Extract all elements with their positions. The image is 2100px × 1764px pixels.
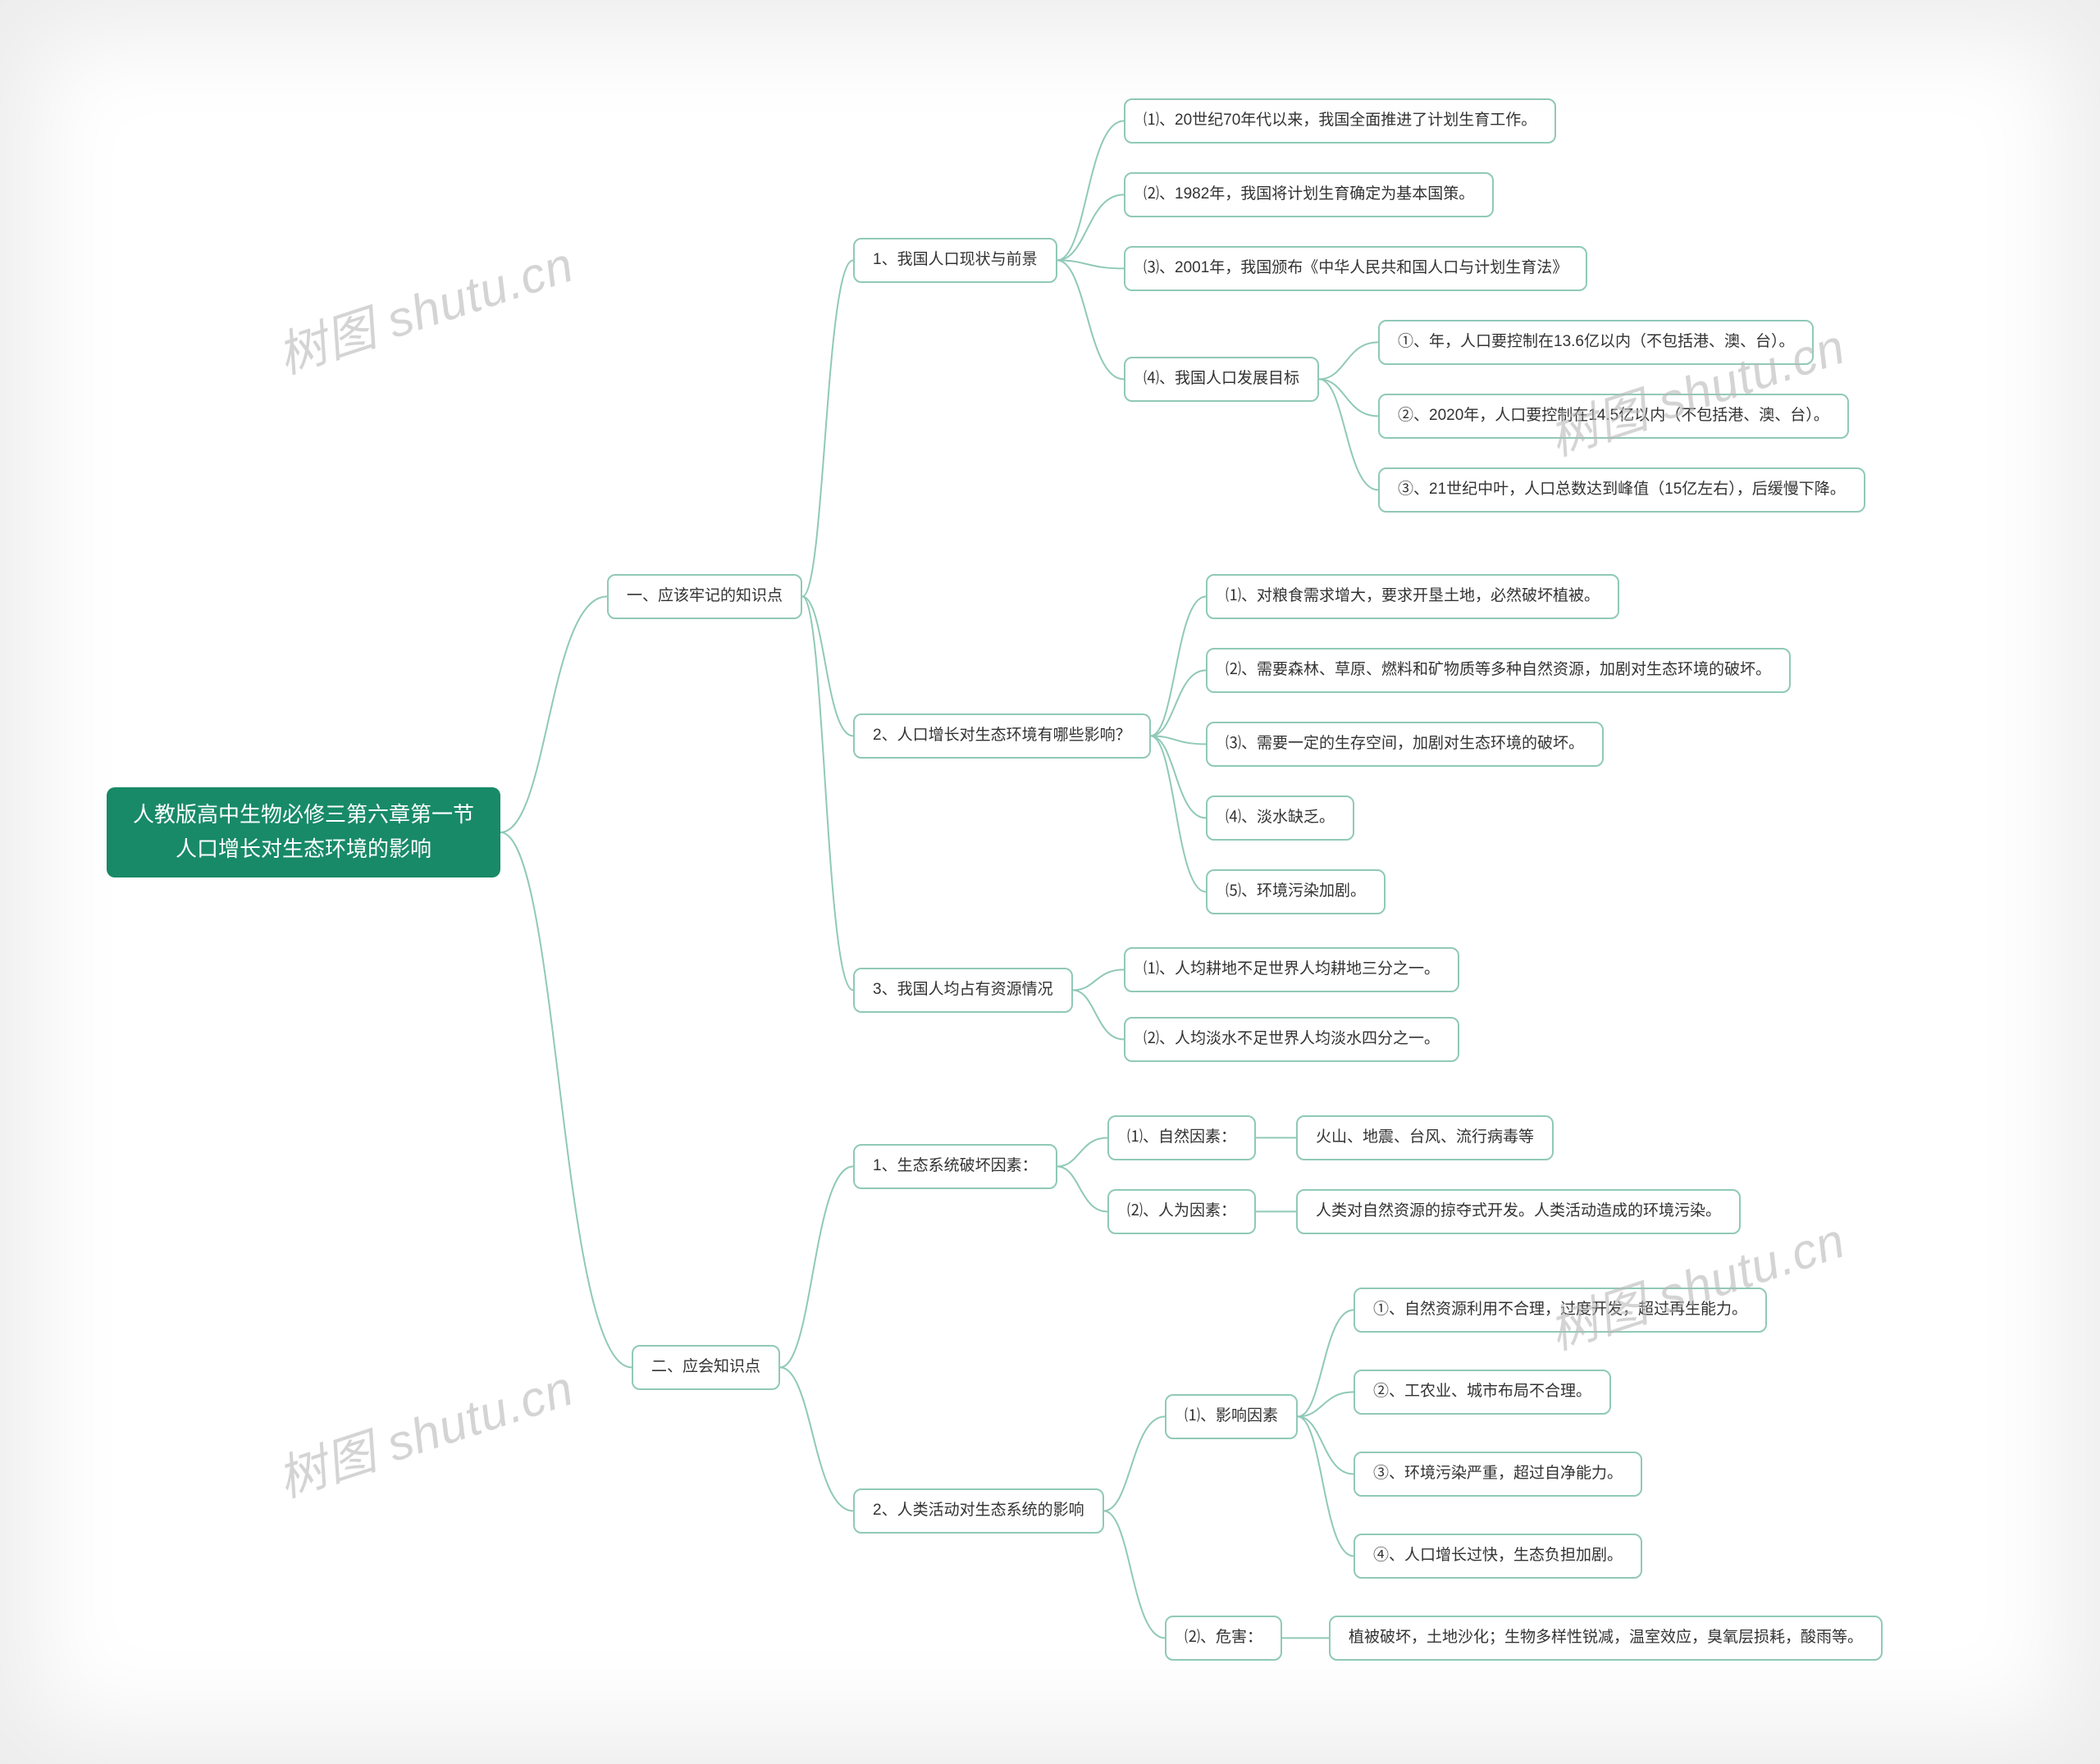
root-node: 人教版高中生物必修三第六章第一节 人口增长对生态环境的影响 (107, 787, 500, 877)
leaf-2-1-2-1: 人类对自然资源的掠夺式开发。人类活动造成的环境污染。 (1296, 1189, 1741, 1234)
leaf-2-2-1-1: ①、自然资源利用不合理，过度开发，超过再生能力。 (1354, 1288, 1767, 1333)
branch-1-1-4: ⑷、我国人口发展目标 (1124, 357, 1319, 402)
root-line2: 人口增长对生态环境的影响 (176, 836, 431, 861)
leaf-1-3-2: ⑵、人均淡水不足世界人均淡水四分之一。 (1124, 1017, 1459, 1062)
branch-2-1: 1、生态系统破坏因素： (853, 1144, 1057, 1189)
branch-1-2: 2、人口增长对生态环境有哪些影响？ (853, 713, 1151, 759)
branch-1-1: 1、我国人口现状与前景 (853, 238, 1057, 283)
branch-1: 一、应该牢记的知识点 (607, 574, 802, 619)
leaf-1-3-1: ⑴、人均耕地不足世界人均耕地三分之一。 (1124, 947, 1459, 992)
leaf-1-1-2: ⑵、1982年，我国将计划生育确定为基本国策。 (1124, 172, 1494, 217)
leaf-2-2-1-3: ③、环境污染严重，超过自净能力。 (1354, 1452, 1642, 1497)
leaf-2-2-2-1: 植被破坏，土地沙化；生物多样性锐减，温室效应，臭氧层损耗，酸雨等。 (1329, 1616, 1883, 1661)
leaf-1-1-4-2: ②、2020年，人口要控制在14.5亿以内（不包括港、澳、台）。 (1378, 394, 1849, 439)
root-line1: 人教版高中生物必修三第六章第一节 (133, 802, 474, 827)
branch-2-2-1: ⑴、影响因素 (1165, 1394, 1298, 1439)
mindmap-canvas: 人教版高中生物必修三第六章第一节 人口增长对生态环境的影响 一、应该牢记的知识点… (0, 0, 2100, 1764)
branch-2: 二、应会知识点 (632, 1345, 780, 1390)
leaf-1-1-3: ⑶、2001年，我国颁布《中华人民共和国人口与计划生育法》 (1124, 246, 1587, 291)
leaf-2-1-1-1: 火山、地震、台风、流行病毒等 (1296, 1115, 1554, 1160)
branch-1-3: 3、我国人均占有资源情况 (853, 968, 1073, 1013)
branch-2-1-2: ⑵、人为因素： (1107, 1189, 1256, 1234)
leaf-1-1-1: ⑴、20世纪70年代以来，我国全面推进了计划生育工作。 (1124, 98, 1556, 144)
leaf-1-2-2: ⑵、需要森林、草原、燃料和矿物质等多种自然资源，加剧对生态环境的破坏。 (1206, 648, 1791, 693)
leaf-1-2-3: ⑶、需要一定的生存空间，加剧对生态环境的破坏。 (1206, 722, 1604, 767)
leaf-1-2-4: ⑷、淡水缺乏。 (1206, 795, 1354, 841)
leaf-1-2-5: ⑸、环境污染加剧。 (1206, 869, 1386, 914)
watermark: 树图 shutu.cn (267, 1348, 582, 1511)
leaf-2-2-1-2: ②、工农业、城市布局不合理。 (1354, 1370, 1611, 1415)
leaf-2-2-1-4: ④、人口增长过快，生态负担加剧。 (1354, 1534, 1642, 1579)
branch-2-2: 2、人类活动对生态系统的影响 (853, 1488, 1104, 1534)
watermark: 树图 shutu.cn (267, 225, 582, 387)
leaf-1-2-1: ⑴、对粮食需求增大，要求开垦土地，必然破坏植被。 (1206, 574, 1619, 619)
branch-2-2-2: ⑵、危害： (1165, 1616, 1282, 1661)
branch-2-1-1: ⑴、自然因素： (1107, 1115, 1256, 1160)
leaf-1-1-4-1: ①、年，人口要控制在13.6亿以内（不包括港、澳、台）。 (1378, 320, 1814, 365)
leaf-1-1-4-3: ③、21世纪中叶，人口总数达到峰值（15亿左右），后缓慢下降。 (1378, 467, 1865, 513)
